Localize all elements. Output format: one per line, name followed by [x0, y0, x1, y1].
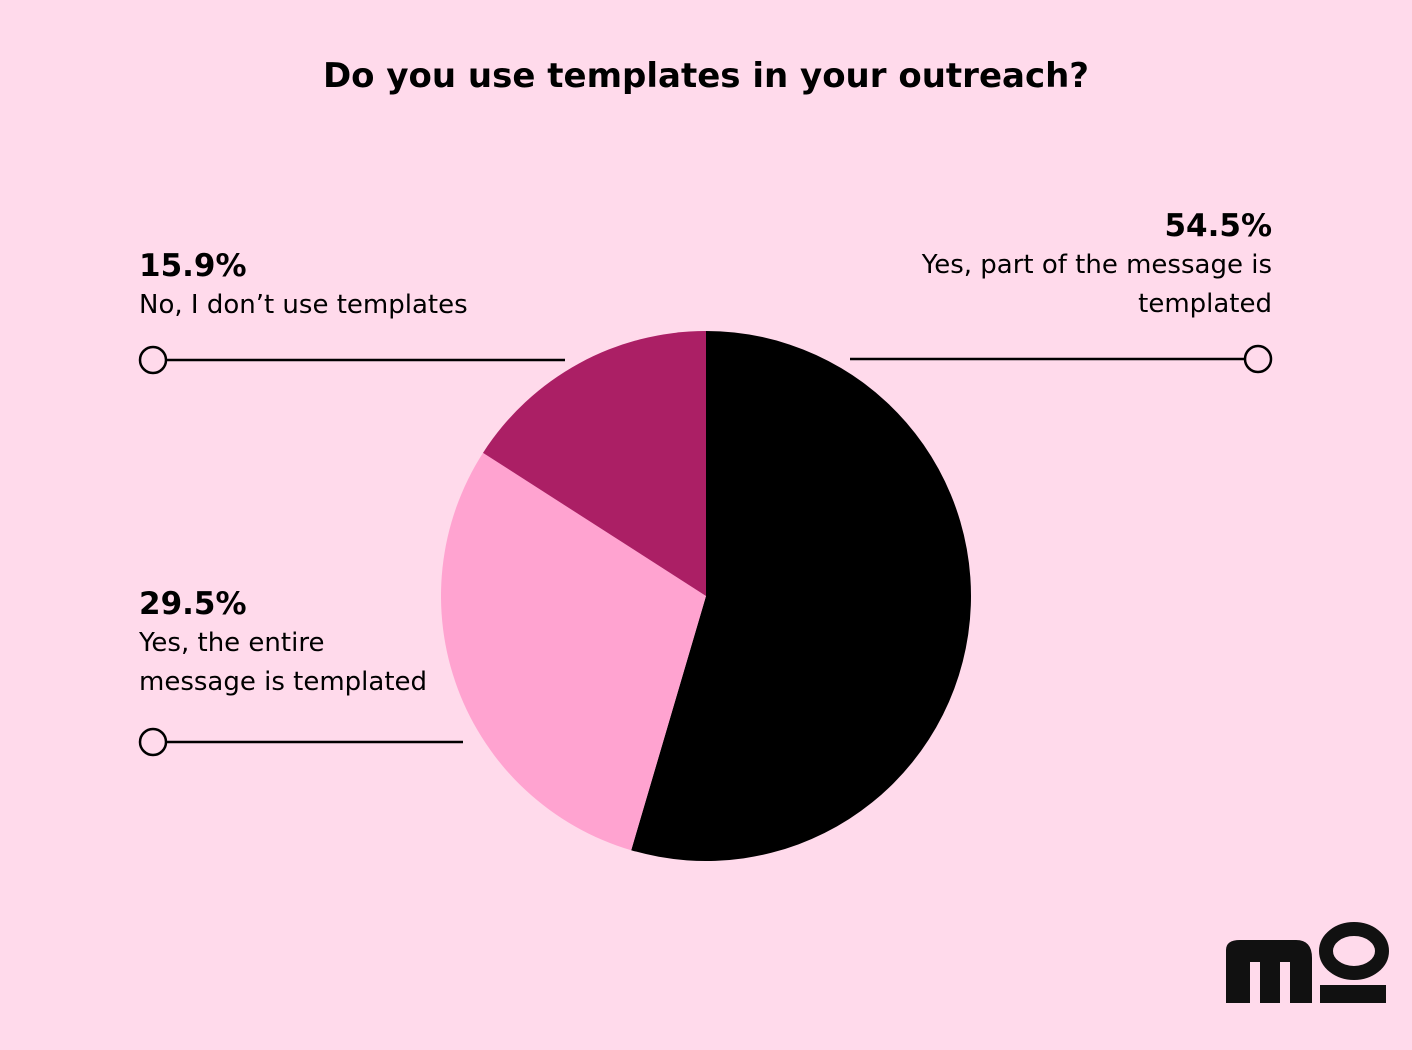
pie-slice [631, 331, 971, 861]
logo [1226, 922, 1389, 1003]
callout: 54.5% Yes, part of the message is templat… [900, 206, 1272, 324]
chart-title: Do you use templates in your outreach? [322, 56, 1090, 96]
category-label: Yes, part of the message is templated [921, 250, 1272, 319]
value-label: 54.5% [1164, 208, 1272, 244]
category-label: No, I don’t use templates [139, 290, 468, 320]
value-label: 15.9% [139, 248, 247, 284]
value-label: 29.5% [139, 586, 247, 622]
category-label: Yes, the entire message is templated [139, 628, 428, 697]
connector-dot [138, 727, 168, 757]
connector-dot [138, 345, 168, 375]
callout: 15.9% No, I don’t use templates [139, 246, 539, 325]
pie-slice [440, 452, 706, 851]
callout: 29.5% Yes, the entire message is template… [139, 584, 449, 702]
connector-dot [1243, 344, 1273, 374]
pie-slice [483, 331, 706, 596]
